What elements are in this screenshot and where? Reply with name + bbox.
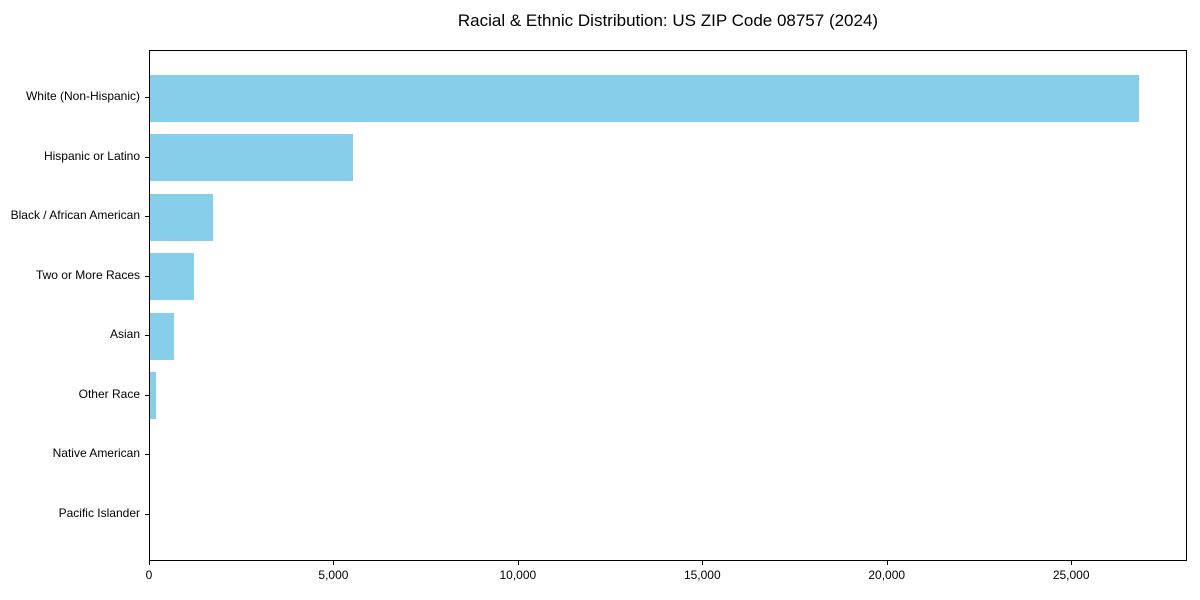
y-axis-tick xyxy=(145,454,149,456)
y-axis-label: Hispanic or Latino xyxy=(43,148,140,163)
x-axis-tick xyxy=(702,561,704,565)
bar xyxy=(150,253,195,301)
bar xyxy=(150,372,156,420)
y-axis-label: Other Race xyxy=(78,386,140,401)
chart-title: Racial & Ethnic Distribution: US ZIP Cod… xyxy=(457,11,879,30)
y-axis-tick xyxy=(145,156,149,158)
y-axis-tick xyxy=(145,97,149,98)
y-axis-tick xyxy=(145,275,149,277)
bar xyxy=(150,312,174,360)
y-axis-tick xyxy=(145,394,149,396)
plot-area xyxy=(149,50,1187,561)
x-axis-tick xyxy=(333,561,335,565)
y-axis-tick xyxy=(145,514,149,515)
x-axis-tick-label: 25,000 xyxy=(1052,568,1090,582)
x-axis-tick-label: 5,000 xyxy=(318,568,349,582)
bar xyxy=(150,193,213,241)
x-axis-tick xyxy=(886,561,888,565)
y-axis-tick xyxy=(145,335,149,337)
x-axis-tick-label: 15,000 xyxy=(683,568,721,582)
x-axis-tick xyxy=(517,561,519,565)
x-axis-tick xyxy=(1071,561,1073,565)
y-axis-label: Pacific Islander xyxy=(58,506,140,520)
x-axis-tick-label: 0 xyxy=(145,568,153,582)
y-axis-label: White (Non-Hispanic) xyxy=(25,89,140,103)
y-axis-label: Asian xyxy=(109,327,140,342)
x-axis-tick xyxy=(149,561,150,565)
bar xyxy=(150,134,353,182)
bars-layer xyxy=(150,51,1186,560)
x-axis-tick-label: 10,000 xyxy=(499,568,537,582)
y-axis-label: Native American xyxy=(52,446,140,461)
bar xyxy=(150,74,1139,122)
y-axis-label: Two or More Races xyxy=(35,267,140,282)
y-axis-tick xyxy=(145,216,149,218)
y-axis-label: Black / African American xyxy=(10,208,140,223)
x-axis-tick-label: 20,000 xyxy=(868,568,906,582)
